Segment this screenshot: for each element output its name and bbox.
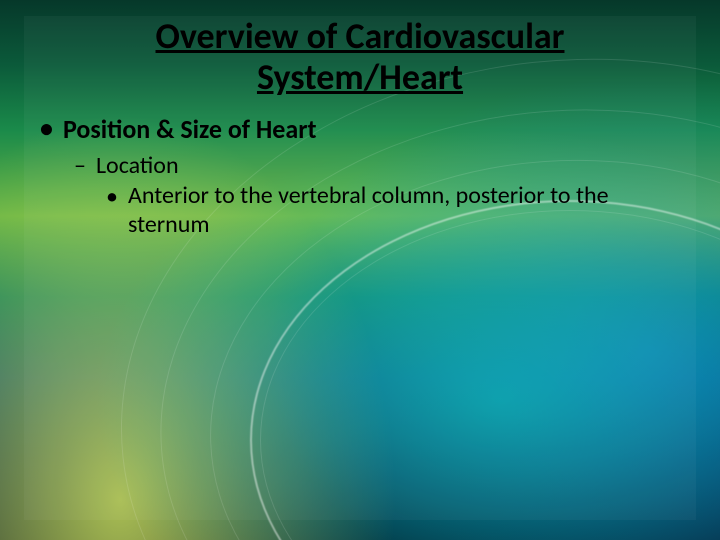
bullet-level-2: – Location bbox=[74, 151, 690, 180]
content-area: Overview of Cardiovascular System/Heart … bbox=[24, 16, 696, 520]
slide: Overview of Cardiovascular System/Heart … bbox=[0, 0, 720, 540]
bullet-marker: – bbox=[74, 151, 86, 180]
slide-title: Overview of Cardiovascular System/Heart bbox=[24, 16, 696, 113]
bullet-level-3: • Anterior to the vertebral column, post… bbox=[106, 182, 690, 240]
slide-body: • Position & Size of Heart – Location • … bbox=[24, 113, 696, 240]
bullet-text: Position & Size of Heart bbox=[63, 113, 317, 145]
bullet-marker: • bbox=[106, 182, 118, 211]
bullet-text: Location bbox=[96, 151, 179, 180]
bullet-marker: • bbox=[40, 113, 53, 144]
bullet-text: Anterior to the vertebral column, poster… bbox=[128, 182, 668, 240]
bullet-level-1: • Position & Size of Heart bbox=[40, 113, 690, 145]
